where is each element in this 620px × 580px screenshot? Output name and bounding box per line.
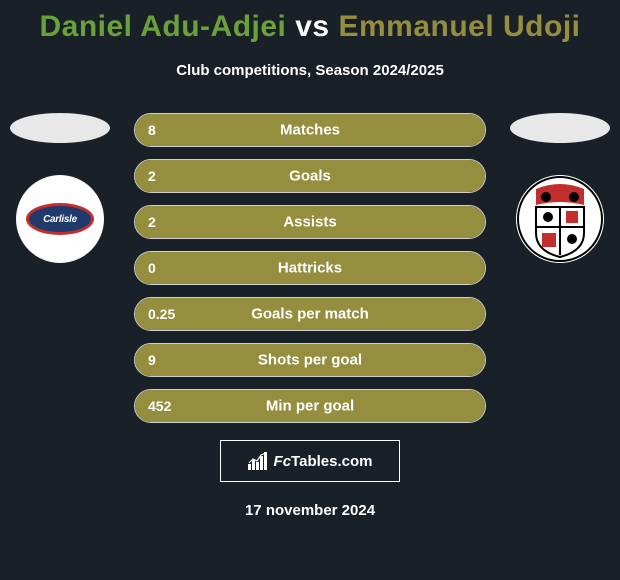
stat-value-left: 0	[148, 260, 156, 276]
stat-row: 2 Goals	[134, 159, 486, 193]
player1-name: Daniel Adu-Adjei	[39, 10, 286, 43]
bromley-logo-icon	[516, 175, 604, 263]
stat-value-left: 8	[148, 122, 156, 138]
stat-row: 8 Matches	[134, 113, 486, 147]
stat-value-left: 452	[148, 398, 171, 414]
left-club-badge: Carlisle	[16, 175, 104, 263]
stat-value-left: 2	[148, 168, 156, 184]
left-flag-icon	[10, 113, 110, 143]
stat-label: Goals	[289, 168, 331, 185]
stat-row: 9 Shots per goal	[134, 343, 486, 377]
stat-row: 0 Hattricks	[134, 251, 486, 285]
date-text: 17 november 2024	[245, 502, 375, 519]
brand-rest: Tables.com	[291, 453, 372, 470]
left-column: Carlisle	[0, 113, 120, 263]
comparison-content: Carlisle 8 Matches 2	[0, 113, 620, 433]
right-club-badge	[516, 175, 604, 263]
brand-fc: Fc	[274, 453, 292, 470]
fctables-logo-icon	[248, 452, 268, 470]
right-flag-icon	[510, 113, 610, 143]
stat-row: 2 Assists	[134, 205, 486, 239]
stat-label: Min per goal	[266, 398, 354, 415]
subtitle: Club competitions, Season 2024/2025	[0, 62, 620, 79]
stat-value-left: 2	[148, 214, 156, 230]
brand-text: FcTables.com	[274, 453, 373, 470]
stat-bars: 8 Matches 2 Goals 2 Assists 0 Hattricks 0.25 Goal…	[134, 113, 486, 423]
stat-label: Goals per match	[251, 306, 369, 323]
stat-label: Hattricks	[278, 260, 342, 277]
stat-value-left: 0.25	[148, 306, 175, 322]
stat-row: 0.25 Goals per match	[134, 297, 486, 331]
stat-value-left: 9	[148, 352, 156, 368]
vs-text: vs	[295, 10, 329, 43]
stat-label: Assists	[283, 214, 336, 231]
carlisle-logo-icon: Carlisle	[26, 203, 94, 235]
stat-row: 452 Min per goal	[134, 389, 486, 423]
player2-name: Emmanuel Udoji	[338, 10, 580, 43]
stat-label: Shots per goal	[258, 352, 362, 369]
stat-label: Matches	[280, 122, 340, 139]
brand-box: FcTables.com	[220, 440, 400, 482]
page-title: Daniel Adu-Adjei vs Emmanuel Udoji	[0, 0, 620, 44]
right-column	[500, 113, 620, 263]
